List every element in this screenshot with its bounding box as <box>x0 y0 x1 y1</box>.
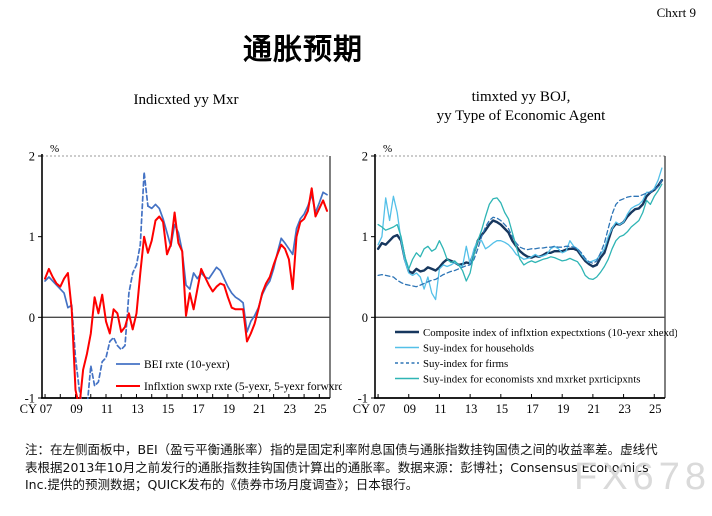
chart-number-label: Chxrt 9 <box>656 5 696 20</box>
svg-text:-1: -1 <box>358 392 368 406</box>
svg-text:-1: -1 <box>25 392 35 406</box>
svg-text:2: 2 <box>29 150 35 164</box>
svg-text:1: 1 <box>362 230 368 244</box>
legend: BEI rxte (10-yexr) Inflxtion swxp rxte (5… <box>116 359 342 393</box>
legend: Composite index of inflxtion expectxtion… <box>395 327 677 386</box>
svg-text:1: 1 <box>29 230 35 244</box>
svg-text:Suy-index for households: Suy-index for households <box>423 343 534 355</box>
svg-text:25: 25 <box>314 402 327 416</box>
left-chart-title: Indicxted yy Mxr <box>61 91 311 110</box>
right-chart-title-line1: timxted yy BOJ, <box>471 89 571 105</box>
svg-text:0: 0 <box>29 311 35 325</box>
svg-text:09: 09 <box>70 402 83 416</box>
svg-text:19: 19 <box>557 402 570 416</box>
svg-text:0: 0 <box>362 311 368 325</box>
watermark: FX678 <box>574 456 711 498</box>
svg-text:15: 15 <box>162 402 175 416</box>
series-lines <box>376 167 664 301</box>
svg-text:23: 23 <box>284 402 297 416</box>
svg-text:CY: CY <box>20 402 37 416</box>
svg-text:13: 13 <box>465 402 478 416</box>
svg-text:25: 25 <box>649 402 662 416</box>
page-title: 通胀预期 <box>242 32 363 66</box>
svg-text:15: 15 <box>496 402 509 416</box>
svg-text:07: 07 <box>373 402 386 416</box>
svg-text:11: 11 <box>434 402 446 416</box>
svg-text:19: 19 <box>223 402 236 416</box>
svg-text:CY: CY <box>353 402 370 416</box>
svg-text:13: 13 <box>131 402 144 416</box>
svg-text:Composite index of inflxtion e: Composite index of inflxtion expectxtion… <box>423 327 677 339</box>
svg-text:Suy-index for firms: Suy-index for firms <box>423 358 508 370</box>
svg-text:21: 21 <box>588 402 601 416</box>
svg-text:2: 2 <box>362 150 368 164</box>
svg-text:Inflxtion swxp rxte (5-yexr, 5: Inflxtion swxp rxte (5-yexr, 5-yexr forw… <box>144 381 342 393</box>
footnote: 注：在左侧面板中，BEI（盈亏平衡通胀率）指的是固定利率附息国债与通胀指数挂钩国… <box>25 442 658 492</box>
left-chart-title-line1: Indicxted yy Mxr <box>133 92 239 108</box>
svg-text:17: 17 <box>192 402 205 416</box>
svg-text:09: 09 <box>404 402 417 416</box>
right-chart-title: timxted yy BOJ, yy Type of Economic Agen… <box>390 88 652 126</box>
right-chart-title-line2: yy Type of Economic Agent <box>436 108 606 124</box>
svg-text:BEI rxte (10-yexr): BEI rxte (10-yexr) <box>144 359 230 371</box>
svg-text:17: 17 <box>526 402 539 416</box>
svg-text:%: % <box>50 143 59 155</box>
svg-text:23: 23 <box>618 402 631 416</box>
svg-text:Suy-index for economists xnd m: Suy-index for economists xnd mxrket pxrt… <box>423 374 640 386</box>
svg-text:21: 21 <box>253 402 266 416</box>
svg-text:%: % <box>383 143 392 155</box>
svg-text:11: 11 <box>101 402 113 416</box>
svg-text:07: 07 <box>40 402 53 416</box>
series-lines <box>44 171 328 399</box>
